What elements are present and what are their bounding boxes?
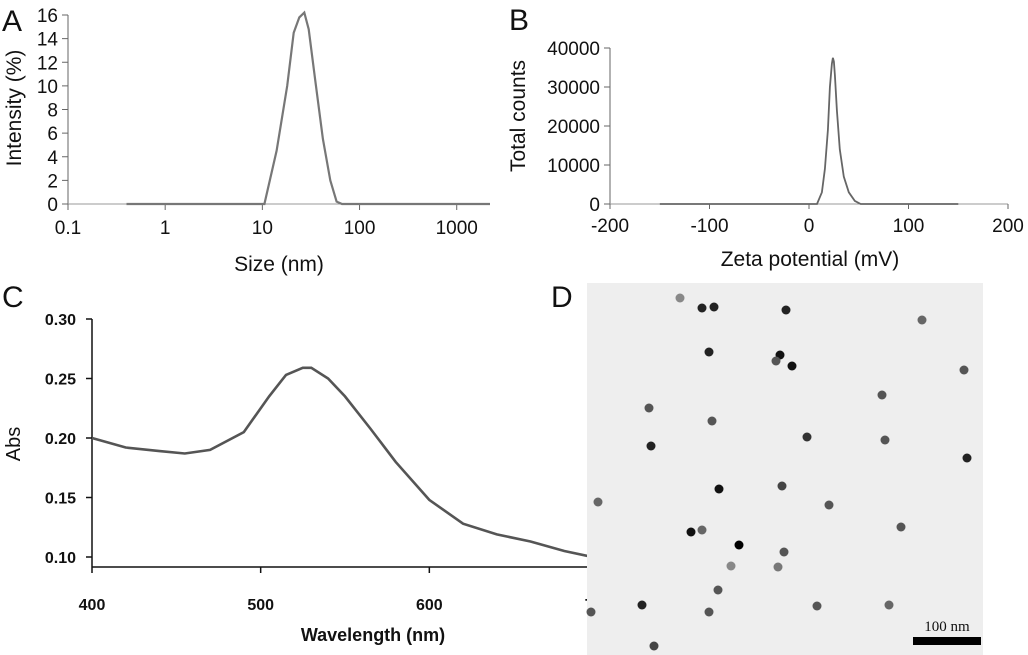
chart-b-y-tick-label: 30000 <box>547 78 600 99</box>
nanoparticle <box>781 305 791 315</box>
nanoparticle <box>773 562 783 572</box>
chart-b-y-tick-label: 20000 <box>547 117 600 138</box>
chart-b-x-tick-label: 100 <box>893 216 925 237</box>
chart-b-x-tick-label: -100 <box>690 216 728 237</box>
chart-a-y-tick-label: 10 <box>37 77 58 98</box>
chart-a-x-tick-label: 1 <box>160 218 171 239</box>
nanoparticle <box>812 601 822 611</box>
chart-b-y-tick-label: 0 <box>589 195 600 216</box>
nanoparticle <box>734 540 744 550</box>
nanoparticle <box>704 347 714 357</box>
chart-a-x-tick-label: 100 <box>344 218 376 239</box>
panel-label-b: B <box>509 4 529 37</box>
chart-b: 0 10000 20000 30000 40000 -200 -100 0 100 200 Ze… <box>507 39 1024 271</box>
chart-a-y-tick-label: 6 <box>47 124 58 145</box>
chart-a-x-tick-label: 10 <box>252 218 273 239</box>
tem-image: 100 nm <box>586 283 983 655</box>
chart-b-series-line <box>659 57 959 205</box>
chart-b-y-tick-label: 10000 <box>547 156 600 177</box>
chart-c-x-tick-label: 600 <box>416 597 443 614</box>
chart-b-x-tick-label: 0 <box>804 216 815 237</box>
chart-a-y-tick-label: 4 <box>47 148 58 169</box>
nanoparticle <box>593 497 603 507</box>
nanoparticle <box>896 522 906 532</box>
nanoparticle <box>709 302 719 312</box>
chart-a-y-tick-label: 0 <box>47 195 58 216</box>
nanoparticle <box>959 365 969 375</box>
chart-b-y-title: Total counts <box>507 60 530 172</box>
nanoparticle <box>726 561 736 571</box>
nanoparticle <box>649 641 659 651</box>
scale-bar-label: 100 nm <box>924 619 970 635</box>
chart-a-y-tick-label: 12 <box>37 53 58 74</box>
nanoparticle <box>779 547 789 557</box>
chart-c-y-title: Abs <box>3 427 25 461</box>
nanoparticle <box>707 416 717 426</box>
panel-label-a: A <box>2 5 22 38</box>
scale-bar <box>913 637 981 645</box>
chart-a-y-tick-label: 8 <box>47 101 58 122</box>
nanoparticle <box>771 356 781 366</box>
nanoparticle <box>802 432 812 442</box>
nanoparticle <box>697 525 707 535</box>
chart-b-x-title: Zeta potential (mV) <box>721 248 900 271</box>
nanoparticle <box>704 607 714 617</box>
panel-label-d: D <box>551 281 573 314</box>
chart-c-y-tick-label: 0.10 <box>45 550 76 567</box>
nanoparticle <box>824 500 834 510</box>
chart-c-x-title: Wavelength (nm) <box>301 625 445 645</box>
nanoparticle <box>877 390 887 400</box>
nanoparticle <box>697 303 707 313</box>
chart-b-y-tick-label: 40000 <box>547 39 600 60</box>
chart-c-y-tick-label: 0.15 <box>45 491 76 508</box>
chart-c-y-tick-label: 0.25 <box>45 372 76 389</box>
nanoparticle <box>686 527 696 537</box>
chart-a-y-tick-label: 2 <box>47 171 58 192</box>
chart-c-x-tick-label: 500 <box>247 597 274 614</box>
nanoparticle <box>962 453 972 463</box>
tem-background <box>587 283 983 655</box>
chart-a-x-title: Size (nm) <box>234 253 324 276</box>
chart-a-x-tick-label: 1000 <box>436 218 478 239</box>
nanoparticle <box>644 403 654 413</box>
nanoparticle <box>637 600 647 610</box>
nanoparticle <box>714 484 724 494</box>
chart-a-x-tick-label: 0.1 <box>55 218 81 239</box>
chart-a-y-title: Intensity (%) <box>3 50 26 167</box>
chart-b-x-tick-label: 200 <box>992 216 1024 237</box>
chart-b-x-tick-label: -200 <box>591 216 629 237</box>
chart-a-y-tick-label: 14 <box>37 30 59 51</box>
nanoparticle <box>586 607 596 617</box>
nanoparticle <box>884 600 894 610</box>
nanoparticle <box>646 441 656 451</box>
chart-c-x-tick-label: 400 <box>79 597 106 614</box>
nanoparticle <box>713 585 723 595</box>
chart-a-series-line <box>126 10 490 206</box>
panel-label-c: C <box>2 281 24 314</box>
chart-a-y-tick-label: 16 <box>37 6 58 27</box>
chart-c-y-tick-label: 0.30 <box>45 312 76 329</box>
nanoparticle <box>917 315 927 325</box>
nanoparticle <box>777 481 787 491</box>
nanoparticle <box>787 361 797 371</box>
chart-c-y-tick-label: 0.20 <box>45 431 76 448</box>
nanoparticle <box>880 435 890 445</box>
nanoparticle <box>675 293 685 303</box>
